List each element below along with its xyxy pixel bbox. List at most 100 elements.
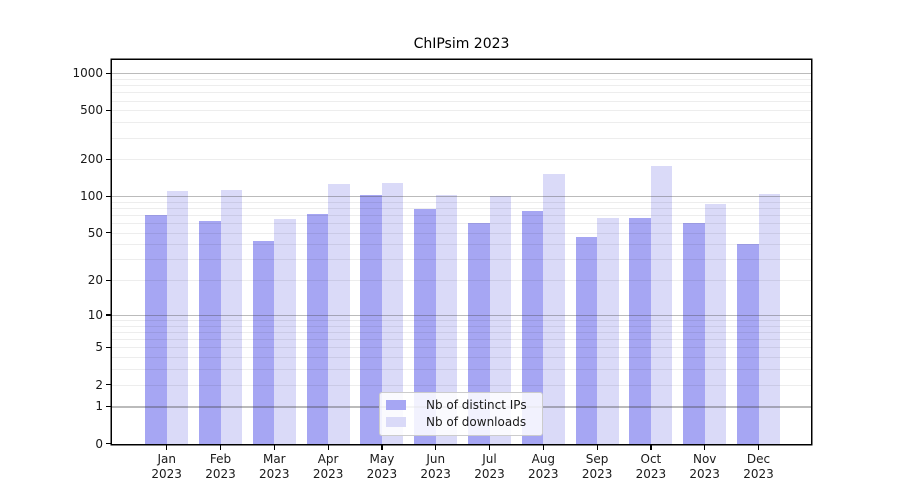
gridline-10 [112,314,811,317]
bar-downloads-mar [274,218,296,444]
x-tick-mark-may [381,445,383,450]
legend-label-downloads: Nb of downloads [426,415,527,429]
x-tick-label-aug: Aug 2023 [528,451,559,482]
bar-downloads-sep [597,218,619,444]
y-tick-mark-20 [106,279,111,282]
x-tick-label-dec: Dec 2023 [743,451,774,482]
gridline-40 [112,244,811,246]
x-tick-label-jan: Jan 2023 [151,451,182,482]
gridline-60 [112,223,811,225]
gridline-200 [112,159,811,161]
bars-layer [112,60,811,444]
x-tick-label-jun: Jun 2023 [420,451,451,482]
y-tick-label-10: 10 [87,307,103,322]
bar-ips-oct [629,218,651,444]
x-tick-mark-oct [650,445,652,450]
gridline-90 [112,201,811,203]
x-tick-mark-jan [166,445,168,450]
x-tick-mark-nov [704,445,706,450]
y-tick-label-2: 2 [95,377,103,392]
x-tick-mark-dec [757,445,760,450]
bar-downloads-nov [704,204,727,444]
gridline-30 [112,259,811,261]
bar-downloads-feb [220,189,242,444]
y-tick-mark-10 [106,314,111,316]
y-tick-mark-200 [106,158,111,160]
bar-downloads-jan [166,191,189,444]
bar-ips-jan [145,215,167,444]
gridline-700 [112,92,811,94]
gridline-900 [112,78,811,80]
bar-ips-dec [737,244,759,444]
gridline-1000 [112,73,811,75]
x-tick-label-feb: Feb 2023 [205,451,236,482]
x-tick-label-may: May 2023 [366,451,398,482]
y-tick-mark-50 [106,232,111,234]
legend-item-distinct-ips: Nb of distinct IPs [386,397,536,413]
chart-title: ChIPsim 2023 [413,36,510,52]
y-tick-label-20: 20 [87,273,103,288]
x-tick-label-mar: Mar 2023 [259,451,290,482]
y-tick-mark-1 [106,405,111,408]
gridline-9 [112,320,811,322]
x-tick-label-sep: Sep 2023 [581,451,613,482]
y-tick-mark-2 [106,384,111,386]
legend-label-distinct-ips: Nb of distinct IPs [426,398,527,412]
y-tick-label-5: 5 [95,340,103,355]
bar-ips-mar [252,240,275,444]
bar-downloads-may [381,183,404,444]
gridline-20 [112,280,811,282]
gridline-80 [112,207,811,209]
gridline-4 [112,357,811,359]
x-tick-label-oct: Oct 2023 [635,451,667,482]
bar-ips-jul [468,223,490,444]
y-tick-mark-0 [106,442,111,445]
gridline-300 [112,137,811,139]
y-tick-mark-5 [106,346,111,349]
legend-swatch-distinct-ips [386,400,406,410]
x-tick-mark-sep [596,445,598,450]
gridline-2 [112,384,811,386]
legend: Nb of distinct IPs Nb of downloads [379,391,543,436]
legend-swatch-downloads [386,417,406,427]
gridline-400 [112,122,811,124]
bar-ips-sep [575,237,598,444]
bar-ips-feb [199,221,221,444]
gridline-600 [112,100,811,102]
bar-downloads-apr [328,184,350,444]
y-tick-label-500: 500 [80,103,103,118]
bar-ips-nov [683,223,705,444]
bar-ips-apr [306,213,329,444]
bar-downloads-jul [489,196,511,444]
gridline-50 [112,232,811,234]
bar-downloads-dec [758,193,780,444]
y-tick-label-100: 100 [80,189,103,204]
bar-downloads-jun [435,194,458,444]
gridline-500 [112,110,811,112]
x-tick-mark-aug [542,445,544,450]
x-tick-mark-feb [219,445,222,450]
x-tick-mark-apr [327,445,329,450]
x-tick-label-nov: Nov 2023 [689,451,720,482]
x-tick-mark-jul [488,445,491,450]
x-tick-label-jul: Jul 2023 [474,451,505,482]
gridline-5 [112,347,811,349]
y-tick-mark-100 [106,195,111,197]
bar-ips-may [360,194,382,444]
y-tick-label-50: 50 [87,225,103,240]
gridline-3 [112,369,811,371]
x-tick-label-apr: Apr 2023 [312,451,344,482]
gridline-8 [112,325,811,327]
y-tick-label-1: 1 [95,399,103,414]
plot-area: Nb of distinct IPs Nb of downloads [112,60,811,444]
bar-ips-aug [521,210,544,444]
y-tick-label-0: 0 [95,436,103,451]
x-tick-mark-mar [273,445,275,450]
gridline-100 [112,196,811,198]
y-tick-label-200: 200 [80,152,103,167]
gridline-70 [112,215,811,217]
y-tick-mark-1000 [106,72,111,74]
